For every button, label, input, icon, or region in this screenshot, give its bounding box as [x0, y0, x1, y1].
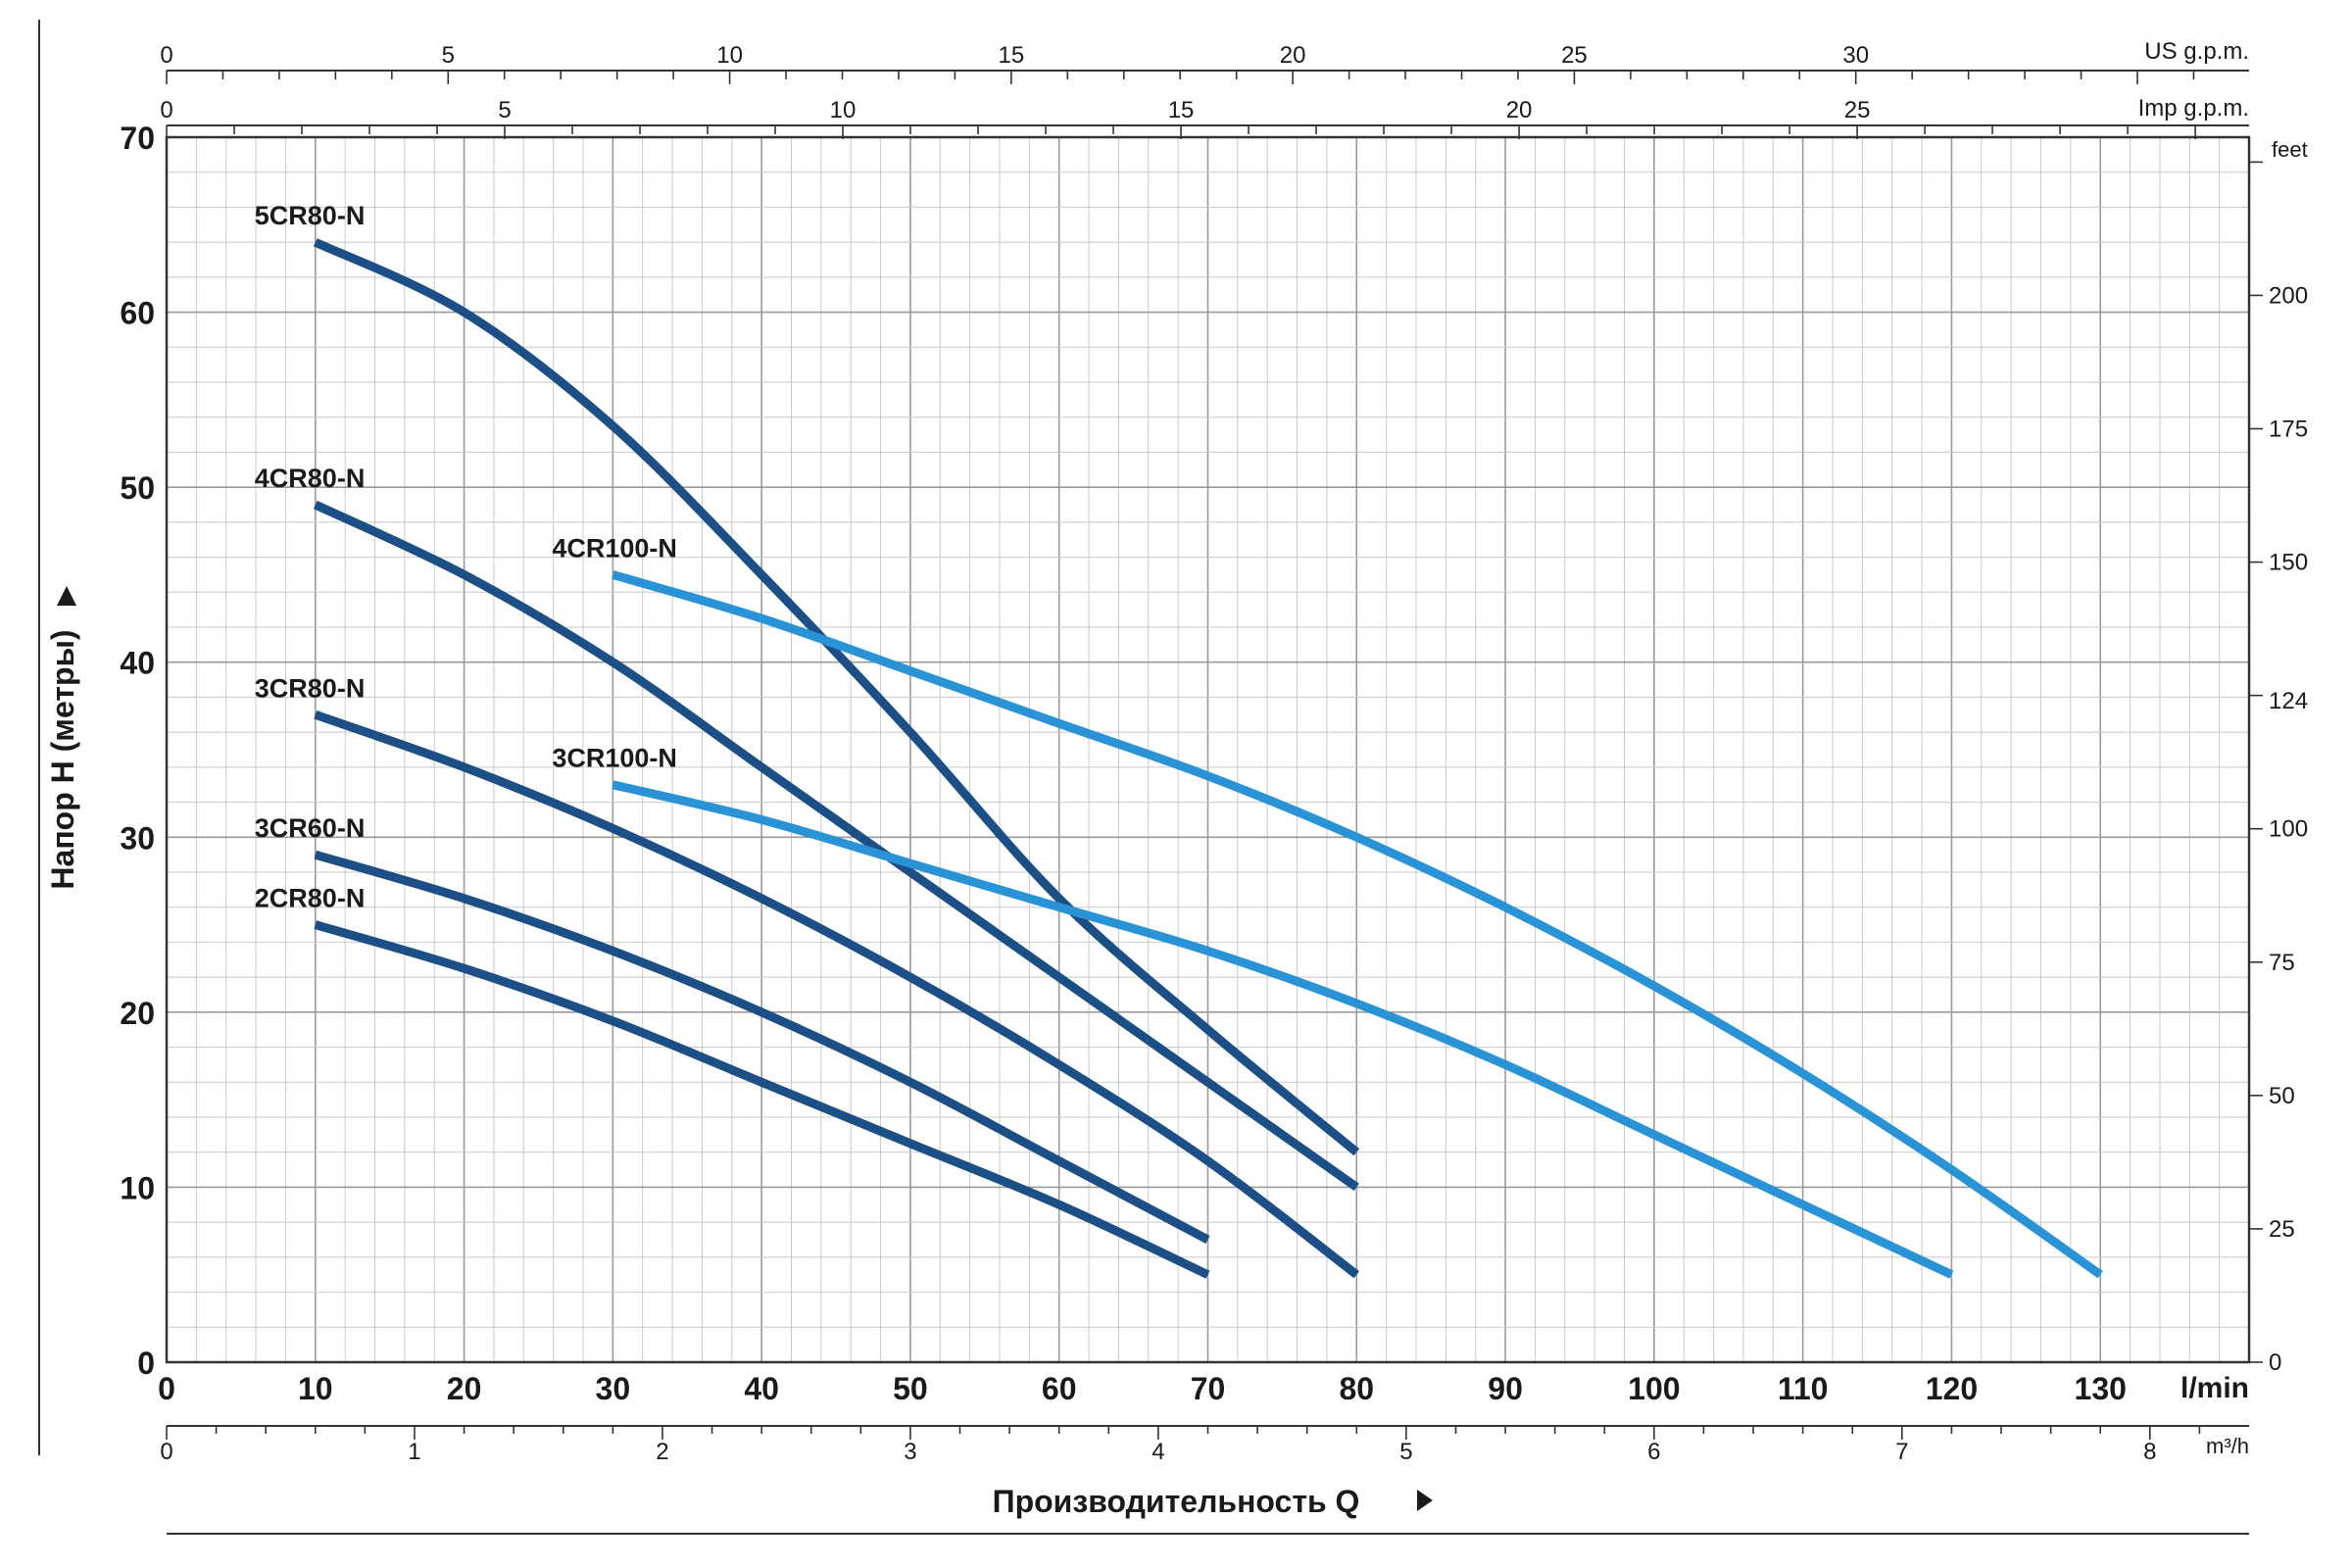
y-tick-label: 0: [137, 1346, 155, 1381]
us-gpm-tick-label: 0: [160, 42, 172, 69]
us-gpm-tick-label: 10: [716, 42, 743, 69]
imp-gpm-tick-label: 15: [1168, 97, 1195, 123]
m3h-label: m³/h: [2206, 1434, 2249, 1458]
x-tick-label: 50: [893, 1371, 928, 1406]
feet-tick-label: 0: [2269, 1349, 2281, 1376]
x-tick-label: 80: [1339, 1371, 1374, 1406]
imp-gpm-tick-label: 0: [160, 97, 172, 123]
imp-gpm-tick-label: 20: [1506, 97, 1533, 123]
axes: [165, 70, 2263, 1440]
series-label-3cr100-n: 3CR100-N: [552, 744, 677, 773]
series-label-5cr80-n: 5CR80-N: [255, 201, 366, 230]
series-label-2cr80-n: 2CR80-N: [255, 884, 366, 913]
series-label-4cr80-n: 4CR80-N: [255, 464, 366, 493]
x-tick-label: 70: [1191, 1371, 1226, 1406]
imp-gpm-label: Imp g.p.m.: [2138, 95, 2249, 122]
feet-tick-label: 75: [2269, 950, 2295, 976]
m3h-tick-label: 2: [656, 1439, 668, 1465]
x-tick-label: 40: [744, 1371, 779, 1406]
feet-tick-label: 100: [2269, 816, 2308, 843]
x-tick-label: 20: [447, 1371, 482, 1406]
plot-frame: [165, 135, 2251, 1364]
x-tick-label: 60: [1042, 1371, 1077, 1406]
series-line-4cr80-n: [313, 500, 1359, 1192]
y-axis-label: Напор H (метры): [45, 629, 80, 889]
x-tick-label: 0: [158, 1371, 175, 1406]
us-gpm-tick-label: 20: [1280, 42, 1306, 69]
y-tick-label: 70: [120, 121, 155, 156]
m3h-tick-label: 8: [2143, 1439, 2156, 1465]
y-tick-label: 30: [120, 820, 155, 856]
feet-tick-label: 25: [2269, 1216, 2295, 1243]
imp-gpm-tick-label: 25: [1844, 97, 1871, 123]
y-tick-label: 40: [120, 646, 155, 681]
feet-tick-label: 150: [2269, 550, 2308, 576]
x-axis-label: Производительность Q: [993, 1484, 1360, 1519]
y-tick-label: 50: [120, 470, 155, 506]
feet-tick-label: 175: [2269, 416, 2308, 443]
x-axis-arrow-icon: [1417, 1490, 1433, 1511]
series-label-3cr60-n: 3CR60-N: [255, 813, 366, 843]
y-axis-arrow-icon: [57, 586, 76, 606]
x-tick-label: 120: [1926, 1371, 1978, 1406]
series-line-3cr60-n: [314, 850, 1210, 1244]
us-gpm-label: US g.p.m.: [2144, 38, 2249, 65]
series-line-4cr100-n: [612, 570, 2103, 1279]
series-lines: [313, 238, 2103, 1279]
series-line-3cr100-n: [612, 780, 1954, 1279]
feet-label: feet: [2272, 137, 2308, 162]
us-gpm-tick-label: 5: [442, 42, 455, 69]
feet-tick-label: 200: [2269, 282, 2308, 309]
imp-gpm-tick-label: 10: [830, 97, 857, 123]
x-tick-label: 10: [298, 1371, 333, 1406]
m3h-tick-label: 0: [160, 1439, 172, 1465]
us-gpm-tick-label: 25: [1561, 42, 1588, 69]
x-tick-label: 30: [596, 1371, 631, 1406]
y-tick-label: 10: [120, 1170, 155, 1205]
x-unit-label: l/min: [2180, 1372, 2249, 1404]
series-label-4cr100-n: 4CR100-N: [552, 533, 677, 563]
ticks: 0 10 20 30 40 50 60 70 80 90 100 110 120 130010203040…: [120, 42, 2308, 1465]
m3h-tick-label: 6: [1647, 1439, 1660, 1465]
series-line-5cr80-n: [313, 238, 1360, 1156]
series-line-2cr80-n: [314, 920, 1210, 1279]
us-gpm-tick-label: 30: [1842, 42, 1869, 69]
m3h-tick-label: 3: [904, 1439, 916, 1465]
x-tick-label: 110: [1778, 1371, 1829, 1406]
m3h-tick-label: 5: [1399, 1439, 1412, 1465]
x-tick-label: 100: [1628, 1371, 1680, 1406]
feet-tick-label: 50: [2269, 1083, 2295, 1109]
series-line-3cr80-n: [314, 710, 1360, 1279]
feet-tick-label: 124: [2269, 688, 2308, 714]
m3h-tick-label: 7: [1895, 1439, 1908, 1465]
m3h-tick-label: 4: [1152, 1439, 1164, 1465]
y-tick-label: 20: [120, 996, 155, 1031]
x-tick-label: 130: [2075, 1371, 2127, 1406]
y-tick-label: 60: [120, 296, 155, 331]
us-gpm-tick-label: 15: [999, 42, 1025, 69]
series-label-3cr80-n: 3CR80-N: [255, 673, 366, 703]
x-tick-label: 90: [1488, 1371, 1523, 1406]
series-labels: 5CR80-N 4CR80-N 3CR80-N 3CR60-N 2CR80-N 4CR10…: [255, 201, 677, 912]
imp-gpm-tick-label: 5: [498, 97, 511, 123]
m3h-tick-label: 1: [408, 1439, 420, 1465]
